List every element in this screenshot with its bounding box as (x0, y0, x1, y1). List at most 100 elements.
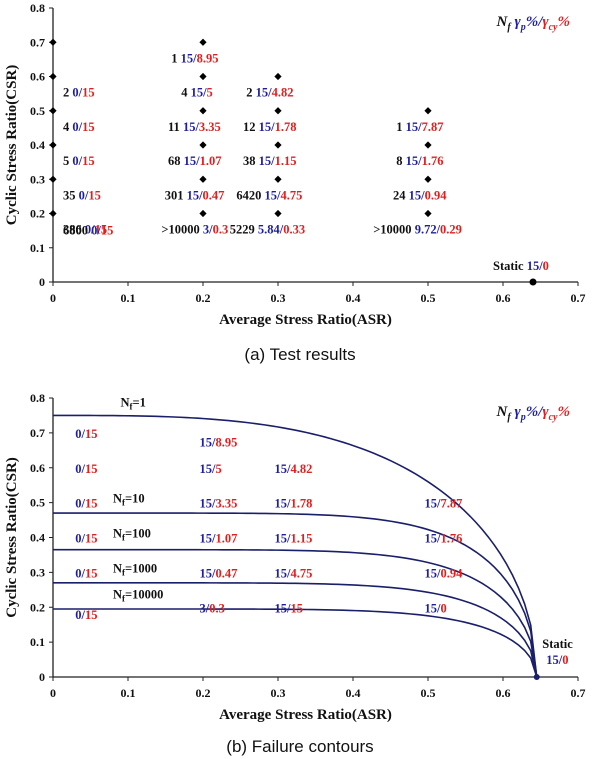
point-label: 24 15/0.94 (393, 188, 447, 202)
label-part: 15 (200, 532, 213, 546)
label-part: 15 (275, 601, 288, 615)
label-part: 4.75 (281, 188, 303, 202)
y-tick-label: 0.1 (30, 635, 45, 649)
label-part: 1.07 (215, 532, 237, 546)
label-part: γ (542, 14, 549, 30)
point-label: 0/15 (75, 566, 97, 580)
label-part: 0 (562, 653, 568, 667)
label-part: / (195, 154, 200, 168)
label-part: 15 (425, 497, 438, 511)
point-label: 15/1.78 (275, 497, 313, 511)
point-label: 4 0/15 (63, 120, 95, 134)
label-part: 1.76 (440, 532, 462, 546)
data-point (424, 107, 432, 115)
point-label: 11 15/3.35 (168, 120, 221, 134)
label-part: % (526, 404, 539, 420)
label-part: 15 (259, 120, 272, 134)
label-part: 0 (440, 601, 446, 615)
label-part: / (286, 497, 291, 511)
label-part: 2 (63, 86, 72, 100)
label-part: 15 (275, 532, 288, 546)
label-part: / (211, 436, 216, 450)
label-part: 0.94 (440, 566, 463, 580)
label-part: / (78, 86, 83, 100)
label-part: / (211, 532, 216, 546)
label-part: 15 (406, 154, 419, 168)
label-part: / (208, 223, 213, 237)
label-part: 15 (265, 188, 278, 202)
label-part: / (436, 601, 441, 615)
label-part: 15 (184, 154, 197, 168)
label-part: 5 (207, 86, 213, 100)
label-part: / (211, 497, 216, 511)
label-part: / (286, 601, 291, 615)
label-part: 0 (543, 259, 549, 273)
label-part: 4.82 (290, 462, 312, 476)
label-part: / (192, 51, 197, 65)
point-label: 15/0 (425, 601, 447, 615)
label-part: / (286, 532, 291, 546)
label-part: 0.94 (425, 188, 448, 202)
label-part: % (558, 14, 571, 30)
point-label: 0/15 (75, 497, 97, 511)
point-label: 12 15/1.78 (243, 120, 296, 134)
point-label: 38 15/1.15 (243, 154, 296, 168)
label-part: 0 (75, 608, 81, 622)
label-part: =10000 (125, 588, 163, 602)
y-tick-label: 0.7 (30, 426, 45, 440)
label-part: 4 (63, 120, 72, 134)
label-part: 35 (63, 188, 79, 202)
x-tick-label: 0.5 (421, 686, 436, 700)
label-part: 15 (95, 223, 108, 237)
static-label: Static 15/0 (493, 259, 549, 273)
label-part: 3 (203, 223, 209, 237)
contour-label: Nf=1000 (113, 561, 157, 577)
label-part: f (122, 567, 126, 577)
label-part: 15 (187, 188, 200, 202)
x-tick-label: 0.2 (196, 686, 211, 700)
label-part: >10000 (161, 223, 203, 237)
label-part: 8.95 (215, 436, 237, 450)
point-label: 35 0/15 (63, 188, 101, 202)
label-part: / (279, 223, 284, 237)
label-part: f (122, 533, 126, 543)
label-part: f (507, 412, 512, 423)
x-tick-label: 0.1 (121, 291, 136, 305)
contour-label: Nf=100 (113, 527, 151, 543)
label-part: 0 (75, 566, 81, 580)
point-label: 15/1.76 (425, 532, 463, 546)
label-part: / (198, 188, 203, 202)
data-point (49, 141, 57, 149)
x-tick-label: 0.2 (196, 291, 211, 305)
y-tick-label: 0.1 (30, 241, 45, 255)
point-label: 1 15/7.87 (396, 120, 443, 134)
x-tick-label: 0.5 (421, 291, 436, 305)
label-part: / (286, 566, 291, 580)
label-part: 15 (82, 154, 95, 168)
label-part: f (122, 498, 126, 508)
label-part: cy (549, 22, 558, 33)
label-part: / (436, 223, 441, 237)
label-part: 38 (243, 154, 259, 168)
y-tick-label: 0.6 (30, 461, 45, 475)
point-label: 386 0/15 (63, 223, 107, 237)
label-part: 0 (75, 532, 81, 546)
data-point (49, 209, 57, 218)
x-tick-label: 0.4 (346, 686, 361, 700)
label-part: 15 (259, 154, 272, 168)
label-part: / (417, 154, 422, 168)
label-part: 15 (85, 608, 98, 622)
data-point (49, 107, 57, 115)
label-part: 15 (82, 120, 95, 134)
y-tick-label: 0.4 (30, 531, 45, 545)
contour-label: Nf=1 (121, 396, 146, 412)
label-part: f (130, 402, 134, 412)
label-part: / (538, 259, 543, 273)
label-part: 0 (91, 224, 97, 238)
y-tick-label: 0.5 (30, 496, 45, 510)
label-part: 1.78 (275, 120, 297, 134)
label-part: 15 (191, 86, 204, 100)
point-label: 2 0/15 (63, 86, 95, 100)
label-part: 15 (101, 224, 114, 238)
x-tick-label: 0.7 (571, 291, 586, 305)
